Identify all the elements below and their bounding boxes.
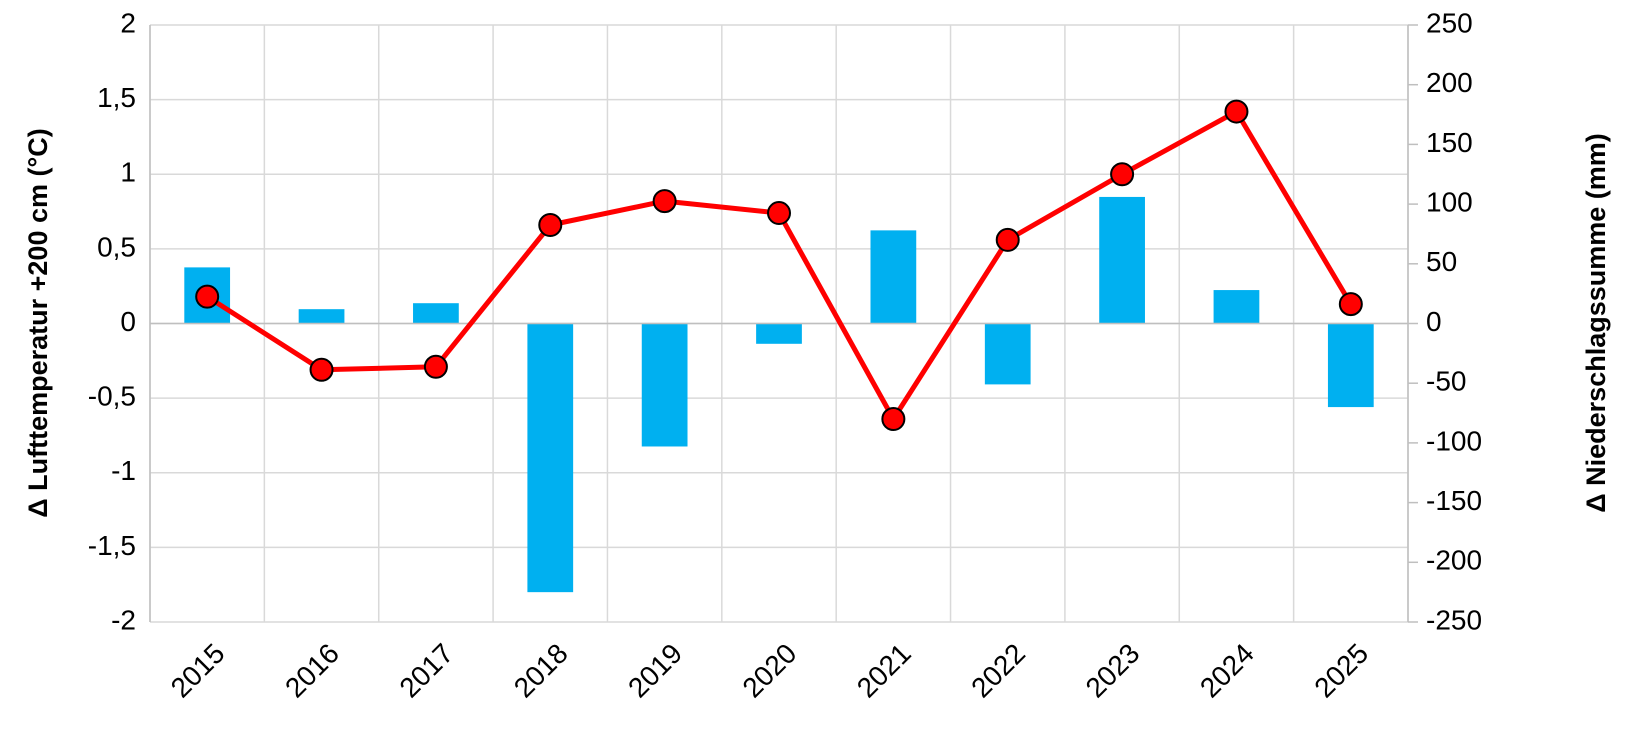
y2-tick-label: -150 bbox=[1426, 485, 1482, 516]
y2-tick-label: 0 bbox=[1426, 306, 1442, 337]
bar bbox=[527, 323, 574, 593]
line-marker bbox=[195, 284, 220, 309]
y-tick-label: 2 bbox=[120, 7, 136, 38]
y-tick-label: 0,5 bbox=[97, 231, 136, 262]
line-marker bbox=[652, 189, 677, 214]
line-marker bbox=[995, 227, 1020, 252]
x-tick-label: 2018 bbox=[508, 638, 574, 704]
bar bbox=[298, 309, 345, 324]
line-marker bbox=[1224, 99, 1249, 124]
y-tick-label: -2 bbox=[111, 604, 136, 635]
x-tick-label: 2024 bbox=[1194, 638, 1260, 704]
bar bbox=[641, 323, 688, 447]
line-marker bbox=[767, 201, 791, 226]
y-tick-label: -0,5 bbox=[88, 381, 136, 412]
y2-tick-label: 100 bbox=[1426, 186, 1473, 217]
bar bbox=[984, 323, 1031, 385]
y2-tick-label: 200 bbox=[1426, 67, 1473, 98]
y2-tick-label: -250 bbox=[1426, 604, 1482, 635]
x-tick-label: 2025 bbox=[1308, 638, 1374, 704]
y2-tick-label: 250 bbox=[1426, 7, 1473, 38]
y-tick-label: 1 bbox=[120, 157, 136, 188]
x-tick-label: 2022 bbox=[965, 638, 1031, 704]
bar bbox=[870, 230, 917, 324]
x-tick-label: 2017 bbox=[393, 638, 459, 704]
x-tick-label: 2019 bbox=[622, 638, 688, 704]
x-tick-label: 2021 bbox=[851, 638, 917, 704]
y2-tick-label: -50 bbox=[1426, 366, 1466, 397]
x-tick-label: 2015 bbox=[165, 638, 231, 704]
y2-tick-label: 150 bbox=[1426, 127, 1473, 158]
x-tick-label: 2016 bbox=[279, 638, 345, 704]
y-tick-label: -1,5 bbox=[88, 530, 136, 561]
y-tick-label: 0 bbox=[120, 306, 136, 337]
y-axis-label: Δ Lufttemperatur +200 cm (°C) bbox=[23, 128, 53, 518]
bar bbox=[1327, 323, 1374, 408]
y2-axis-label: Δ Niederschlagssumme (mm) bbox=[1581, 133, 1611, 513]
line-marker bbox=[1110, 162, 1135, 187]
bar bbox=[1099, 196, 1145, 324]
y2-tick-label: 50 bbox=[1426, 246, 1457, 277]
y2-tick-label: -200 bbox=[1426, 545, 1482, 576]
x-tick-label: 2020 bbox=[736, 638, 802, 704]
line-marker bbox=[881, 407, 906, 432]
bar bbox=[413, 303, 459, 324]
y-tick-label: 1,5 bbox=[97, 82, 136, 113]
bar bbox=[756, 323, 802, 344]
line-marker bbox=[538, 212, 563, 237]
bar bbox=[1213, 290, 1260, 324]
y-tick-label: -1 bbox=[111, 455, 136, 486]
line-marker bbox=[309, 357, 334, 382]
x-tick-label: 2023 bbox=[1080, 638, 1146, 704]
line-marker bbox=[1338, 292, 1363, 317]
line-marker bbox=[423, 354, 448, 379]
y2-tick-label: -100 bbox=[1426, 425, 1482, 456]
